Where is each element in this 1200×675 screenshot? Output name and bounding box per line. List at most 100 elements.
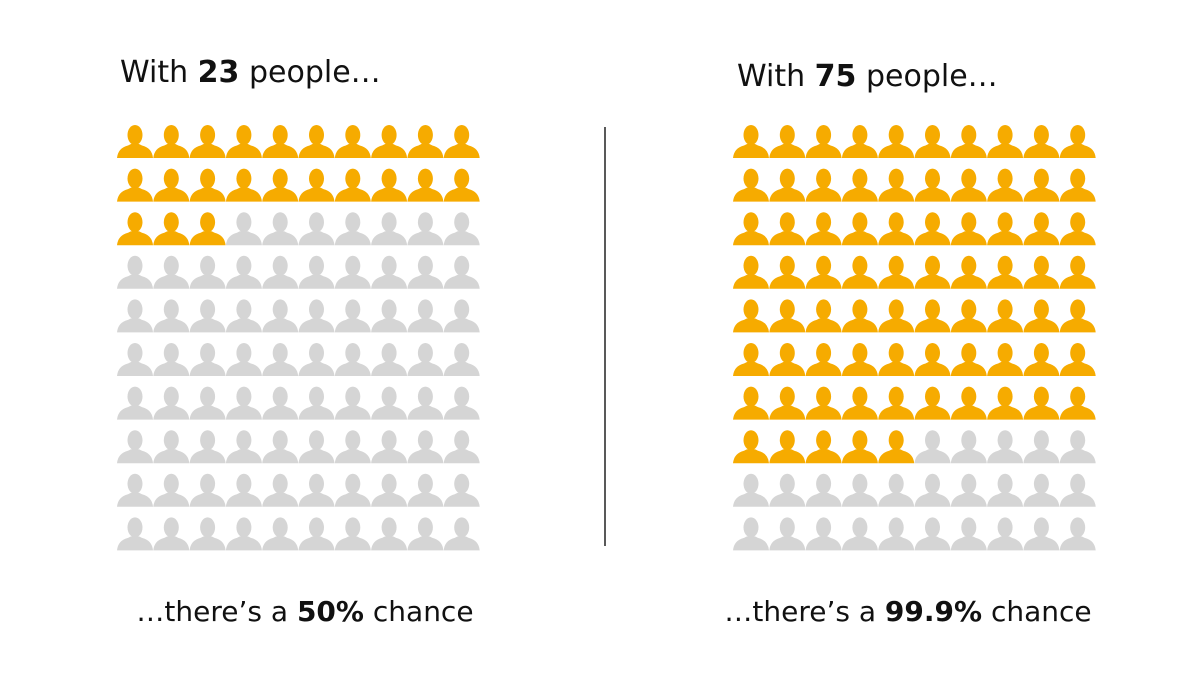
person-filled	[298, 168, 335, 202]
person-filled	[733, 430, 769, 464]
person-empty	[1023, 430, 1060, 464]
person-empty	[334, 255, 371, 289]
person-filled	[878, 255, 915, 289]
person-filled	[1059, 168, 1096, 202]
person-empty	[407, 517, 444, 551]
person-empty	[407, 430, 444, 464]
person-filled	[841, 299, 878, 333]
person-filled	[262, 168, 299, 202]
person-empty	[407, 473, 444, 507]
person-filled	[878, 299, 915, 333]
person-filled	[733, 125, 769, 158]
person-empty	[950, 473, 987, 507]
person-empty	[769, 517, 806, 551]
person-empty	[443, 299, 480, 333]
caption-text: …there’s a	[136, 595, 288, 628]
person-filled	[841, 255, 878, 289]
person-empty	[189, 473, 226, 507]
person-empty	[334, 343, 371, 376]
person-empty	[443, 212, 480, 246]
title-text: With	[737, 59, 805, 94]
person-filled	[914, 255, 951, 289]
person-empty	[153, 473, 190, 507]
person-filled	[769, 343, 806, 376]
person-filled	[987, 343, 1024, 376]
person-filled	[805, 386, 842, 420]
person-empty	[225, 299, 262, 333]
person-filled	[878, 168, 915, 202]
person-filled	[153, 125, 190, 158]
person-empty	[443, 473, 480, 507]
person-empty	[443, 430, 480, 464]
person-filled	[769, 299, 806, 333]
person-filled	[1023, 299, 1060, 333]
person-empty	[153, 517, 190, 551]
person-filled	[733, 343, 769, 376]
title-1: With 75 people…	[737, 59, 998, 94]
person-empty	[298, 255, 335, 289]
person-filled	[950, 386, 987, 420]
person-empty	[153, 255, 190, 289]
person-filled	[1059, 125, 1096, 158]
person-empty	[443, 386, 480, 420]
caption-text: chance	[373, 595, 474, 628]
person-empty	[334, 299, 371, 333]
person-filled	[914, 386, 951, 420]
person-empty	[189, 430, 226, 464]
person-filled	[1059, 386, 1096, 420]
person-empty	[407, 343, 444, 376]
person-empty	[443, 255, 480, 289]
person-filled	[805, 212, 842, 246]
person-empty	[443, 517, 480, 551]
person-empty	[407, 299, 444, 333]
person-empty	[1059, 517, 1096, 551]
caption-0: …there’s a 50% chance	[136, 595, 473, 628]
person-filled	[733, 386, 769, 420]
person-empty	[334, 430, 371, 464]
person-empty	[371, 212, 408, 246]
title-text: people…	[249, 55, 381, 90]
person-empty	[334, 212, 371, 246]
person-filled	[189, 125, 226, 158]
person-filled	[769, 386, 806, 420]
person-empty	[298, 517, 335, 551]
person-empty	[878, 517, 915, 551]
person-empty	[189, 386, 226, 420]
person-empty	[262, 386, 299, 420]
caption-text: chance	[991, 595, 1092, 628]
person-filled	[950, 212, 987, 246]
person-empty	[153, 430, 190, 464]
person-empty	[225, 343, 262, 376]
person-empty	[189, 255, 226, 289]
person-filled	[733, 168, 769, 202]
person-filled	[769, 125, 806, 158]
person-filled	[769, 168, 806, 202]
person-empty	[1023, 473, 1060, 507]
person-empty	[262, 255, 299, 289]
person-filled	[733, 255, 769, 289]
person-empty	[262, 212, 299, 246]
person-empty	[225, 430, 262, 464]
person-filled	[805, 125, 842, 158]
person-empty	[262, 517, 299, 551]
person-filled	[733, 212, 769, 246]
person-empty	[225, 255, 262, 289]
person-empty	[225, 386, 262, 420]
person-empty	[371, 299, 408, 333]
person-filled	[987, 168, 1024, 202]
person-filled	[841, 168, 878, 202]
person-filled	[987, 212, 1024, 246]
person-filled	[841, 212, 878, 246]
person-empty	[334, 517, 371, 551]
person-empty	[189, 343, 226, 376]
person-filled	[914, 343, 951, 376]
person-filled	[914, 212, 951, 246]
person-empty	[117, 299, 153, 333]
person-filled	[841, 125, 878, 158]
person-filled	[987, 386, 1024, 420]
person-empty	[117, 343, 153, 376]
person-filled	[262, 125, 299, 158]
person-empty	[262, 299, 299, 333]
title-count: 75	[815, 59, 857, 94]
